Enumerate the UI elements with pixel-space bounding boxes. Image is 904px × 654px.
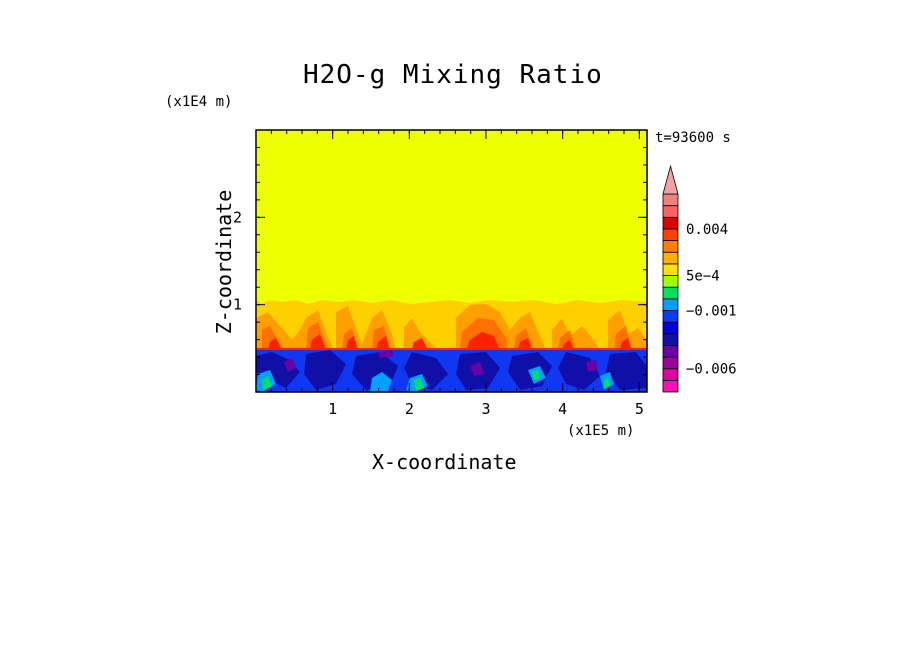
x-axis-label: X-coordinate bbox=[372, 450, 517, 474]
axis-ticks bbox=[256, 130, 647, 392]
colorbar-overflow-triangle bbox=[662, 164, 679, 195]
colorbar-labels: 0.004 5e−4 −0.001 −0.006 bbox=[686, 222, 737, 378]
colorbar bbox=[662, 164, 679, 393]
colorbar-swatch bbox=[662, 205, 679, 218]
colorbar-swatch bbox=[662, 368, 679, 381]
plot-frame bbox=[255, 129, 648, 393]
red-plumes bbox=[268, 332, 632, 350]
colorbar-tick-label: −0.006 bbox=[686, 362, 737, 378]
colorbar-swatch bbox=[662, 251, 679, 265]
colorbar-swatch bbox=[662, 379, 679, 393]
chart-title: H2O-g Mixing Ratio bbox=[303, 60, 603, 90]
tick-labels: 1 2 3 4 5 1 2 bbox=[233, 208, 644, 418]
timestamp-label: t=93600 s bbox=[655, 130, 731, 146]
x-tick-label: 4 bbox=[558, 400, 567, 418]
colorbar-swatch bbox=[662, 275, 679, 288]
colorbar-swatch bbox=[662, 310, 679, 323]
colorbar-swatch bbox=[662, 333, 679, 346]
x-tick-label: 1 bbox=[328, 400, 337, 418]
colorbar-swatch bbox=[662, 286, 679, 300]
x-tick-label: 2 bbox=[405, 400, 414, 418]
colorbar-swatch bbox=[662, 263, 679, 276]
colorbar-swatch bbox=[662, 356, 679, 370]
colorbar-tick-label: 0.004 bbox=[686, 222, 728, 238]
x-unit-label: (x1E5 m) bbox=[567, 423, 635, 439]
y-tick-label: 2 bbox=[233, 208, 242, 226]
colorbar-swatch bbox=[662, 321, 679, 335]
colorbar-swatch bbox=[662, 298, 679, 311]
x-tick-label: 5 bbox=[635, 400, 644, 418]
x-tick-label: 3 bbox=[481, 400, 490, 418]
boundary-top-red-edge bbox=[256, 348, 647, 350]
boundary-green bbox=[262, 370, 610, 390]
colorbar-tick-label: 5e−4 bbox=[686, 269, 720, 285]
colorbar-tick-label: −0.001 bbox=[686, 303, 737, 319]
y-tick-label: 1 bbox=[233, 296, 242, 314]
colorbar-swatch bbox=[662, 216, 679, 230]
boundary-purple bbox=[284, 350, 598, 376]
colorbar-swatch bbox=[662, 345, 679, 358]
colorbar-swatch bbox=[662, 228, 679, 241]
colorbar-swatch bbox=[662, 240, 679, 253]
y-unit-label: (x1E4 m) bbox=[165, 94, 233, 110]
colorbar-swatch bbox=[662, 193, 679, 207]
y-axis-label: Z-coordinate bbox=[212, 189, 236, 335]
